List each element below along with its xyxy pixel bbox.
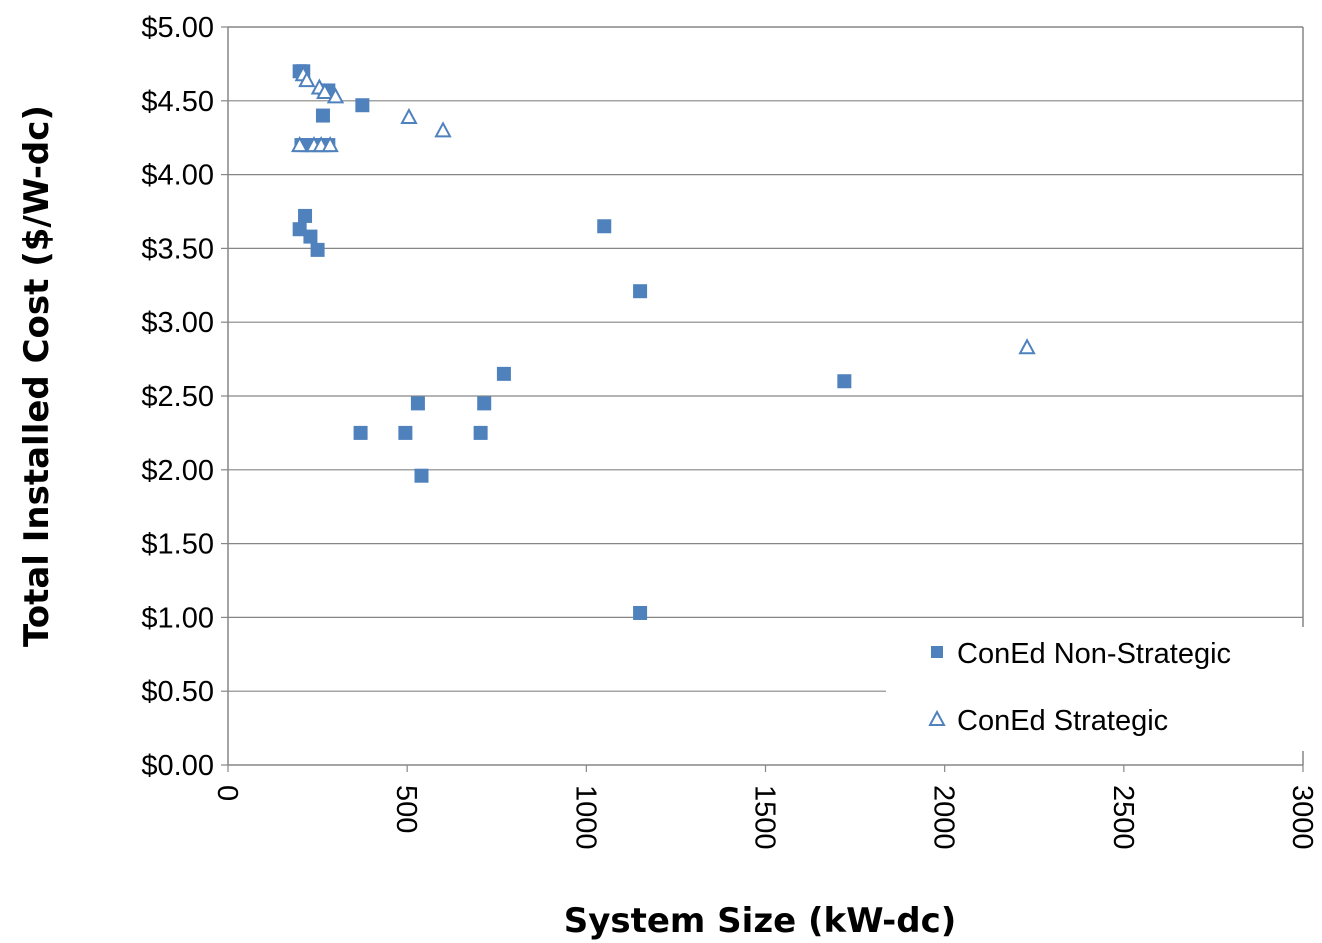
point-non-strategic [597, 219, 612, 234]
gridlines [221, 26, 1304, 772]
point-strategic [434, 121, 452, 138]
y-tick-label: $5.00 [141, 12, 214, 44]
y-tick-label: $0.50 [141, 676, 214, 708]
point-strategic [326, 87, 345, 104]
y-axis-title: Total Installed Cost ($/W-dc) [17, 105, 57, 647]
point-strategic [1018, 338, 1036, 355]
y-tick-label: $3.50 [141, 233, 214, 265]
y-tick-label: $0.00 [141, 750, 214, 782]
x-tick-labels: 0 500 1000 1500 2000 2500 3000 [211, 785, 1318, 850]
legend: ConEd Non-Strategic ConEd Strategic [886, 627, 1304, 751]
point-non-strategic [477, 396, 492, 411]
point-non-strategic [315, 108, 330, 123]
x-tick-label: 3000 [1286, 785, 1318, 850]
x-tick-label: 1500 [749, 785, 781, 850]
point-non-strategic [410, 396, 425, 411]
y-tick-label: $1.50 [141, 529, 214, 561]
legend-background [886, 627, 1304, 751]
y-tick-label: $2.50 [141, 381, 214, 413]
point-non-strategic [298, 208, 313, 223]
x-tick-label: 2500 [1107, 785, 1139, 850]
data-points [290, 64, 1036, 620]
y-tick-label: $4.50 [141, 86, 214, 118]
point-non-strategic [310, 242, 325, 257]
point-non-strategic [353, 425, 368, 440]
legend-marker-non-strategic [931, 646, 943, 658]
point-non-strategic [633, 284, 648, 299]
point-non-strategic [837, 374, 852, 389]
point-non-strategic [398, 425, 413, 440]
y-tick-labels: $0.00 $0.50 $1.00 $1.50 $2.00 $2.50 $3.00 $3.50… [141, 12, 214, 782]
x-tick-label: 1000 [569, 785, 601, 850]
point-strategic [321, 135, 339, 153]
y-tick-label: $1.00 [141, 602, 214, 634]
y-tick-label: $3.00 [141, 307, 214, 339]
x-tick-label: 2000 [928, 785, 960, 850]
point-non-strategic [633, 605, 648, 620]
point-strategic [400, 107, 418, 125]
point-strategic [290, 135, 309, 153]
x-tick-label: 500 [390, 785, 422, 833]
point-strategic [316, 82, 334, 99]
point-non-strategic [303, 229, 318, 244]
legend-label-non-strategic: ConEd Non-Strategic [957, 638, 1231, 670]
legend-marker-strategic [928, 709, 946, 726]
x-tick-label: 0 [211, 785, 243, 801]
point-non-strategic [292, 222, 307, 237]
point-strategic [298, 71, 316, 88]
x-axis-title: System Size (kW-dc) [564, 901, 957, 941]
point-non-strategic [473, 425, 488, 440]
y-tick-label: $2.00 [141, 455, 214, 487]
point-non-strategic [414, 468, 429, 483]
point-non-strategic [496, 366, 511, 381]
legend-label-strategic: ConEd Strategic [957, 705, 1168, 737]
y-tick-label: $4.00 [141, 160, 214, 192]
point-non-strategic [355, 98, 370, 113]
